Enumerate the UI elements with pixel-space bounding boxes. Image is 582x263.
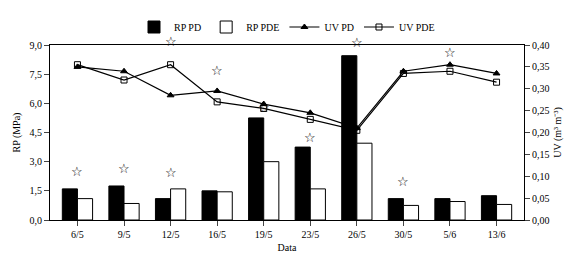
svg-text:0,15: 0,15: [532, 149, 550, 160]
svg-text:9/5: 9/5: [118, 229, 131, 240]
svg-text:1,5: 1,5: [30, 185, 43, 196]
svg-text:3,0: 3,0: [30, 156, 43, 167]
svg-text:0,0: 0,0: [30, 215, 43, 226]
svg-text:30/5: 30/5: [395, 229, 413, 240]
svg-text:7,5: 7,5: [30, 69, 43, 80]
svg-text:5/6: 5/6: [444, 229, 457, 240]
svg-text:23/5: 23/5: [301, 229, 319, 240]
svg-text:☆: ☆: [304, 130, 316, 145]
svg-text:UV PD: UV PD: [324, 22, 354, 33]
svg-text:UV (m³ m⁻³): UV (m³ m⁻³): [552, 107, 564, 157]
svg-text:☆: ☆: [71, 164, 83, 179]
svg-text:9,0: 9,0: [30, 40, 43, 51]
svg-text:6,0: 6,0: [30, 98, 43, 109]
svg-text:RP PD: RP PD: [174, 22, 201, 33]
svg-text:☆: ☆: [258, 100, 270, 115]
svg-text:☆: ☆: [211, 63, 223, 78]
svg-text:0,20: 0,20: [532, 127, 550, 138]
svg-text:0,05: 0,05: [532, 193, 550, 204]
svg-text:26/5: 26/5: [348, 229, 366, 240]
svg-text:RP (MPa): RP (MPa): [11, 113, 23, 153]
svg-text:16/5: 16/5: [208, 229, 226, 240]
svg-text:☆: ☆: [444, 45, 456, 60]
svg-text:☆: ☆: [118, 161, 130, 176]
svg-text:UV PDE: UV PDE: [399, 22, 435, 33]
svg-text:0,10: 0,10: [532, 171, 550, 182]
svg-text:0,35: 0,35: [532, 61, 550, 72]
svg-text:13/6: 13/6: [488, 229, 506, 240]
svg-text:0,30: 0,30: [532, 83, 550, 94]
svg-text:Data: Data: [278, 242, 297, 253]
svg-text:0,00: 0,00: [532, 215, 550, 226]
svg-text:12/5: 12/5: [162, 229, 180, 240]
svg-text:☆: ☆: [397, 174, 409, 189]
svg-text:RP PDE: RP PDE: [246, 22, 279, 33]
svg-text:4,5: 4,5: [30, 127, 43, 138]
svg-text:6/5: 6/5: [71, 229, 84, 240]
svg-text:☆: ☆: [351, 35, 363, 50]
svg-text:☆: ☆: [165, 165, 177, 180]
svg-text:0,40: 0,40: [532, 40, 550, 51]
svg-text:0,25: 0,25: [532, 105, 550, 116]
svg-text:19/5: 19/5: [255, 229, 273, 240]
svg-text:☆: ☆: [165, 34, 177, 49]
